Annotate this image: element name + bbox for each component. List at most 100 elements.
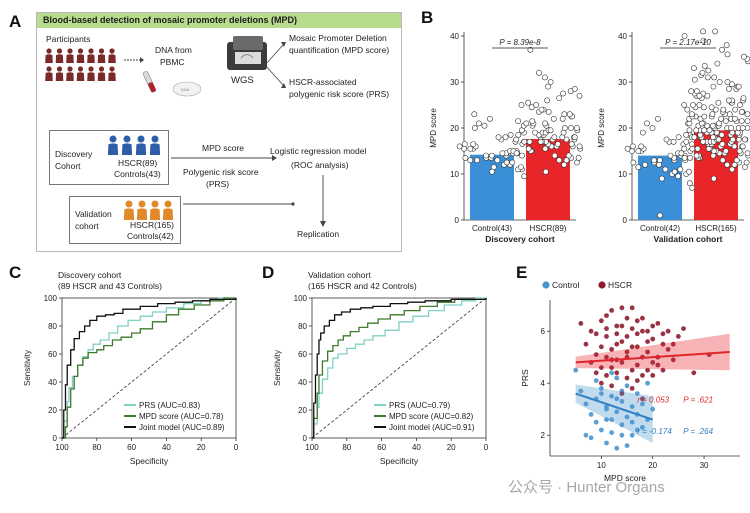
data-point [634, 378, 640, 383]
data-point [635, 148, 642, 154]
data-point [725, 97, 732, 104]
data-point [640, 315, 645, 321]
trend-line [575, 392, 654, 421]
y-tick-label: 40 [450, 32, 459, 41]
data-point [609, 365, 615, 370]
participants-label: Participants [46, 34, 91, 44]
data-point [731, 161, 738, 168]
data-point [681, 326, 686, 331]
roc-curve [62, 298, 237, 439]
data-point [598, 318, 604, 324]
data-point [739, 143, 746, 150]
data-point [683, 132, 690, 138]
data-point [483, 152, 489, 159]
person-body [97, 72, 106, 81]
data-point [688, 111, 695, 118]
data-point [467, 157, 474, 164]
data-point [660, 331, 666, 337]
discovery-controls: Controls(43) [114, 169, 161, 179]
person-head [125, 200, 133, 208]
data-point [650, 360, 656, 365]
x-tick-label: 80 [342, 443, 351, 452]
data-point [738, 118, 745, 124]
data-point [515, 118, 522, 124]
arrow-icon [124, 57, 144, 63]
data-point [739, 125, 746, 131]
data-point [686, 180, 693, 187]
data-point [525, 99, 532, 106]
y-tick-label: 20 [48, 406, 57, 415]
data-point [619, 391, 625, 396]
validation-cohort-box: Validation cohort HSCR(165) Controls(42) [69, 196, 181, 244]
data-point [711, 74, 718, 81]
data-point [562, 125, 568, 131]
p-value-label: P = 8.39e-8 [499, 38, 541, 47]
y-axis-label: Sensitivity [23, 350, 32, 386]
data-point [474, 157, 480, 164]
y-axis-label: Sensitivity [273, 350, 282, 386]
data-point [614, 375, 620, 381]
data-point [678, 150, 685, 157]
person-head [151, 135, 159, 143]
data-point [536, 69, 542, 76]
data-point [619, 339, 625, 344]
x-tick-label: 10 [597, 461, 606, 470]
roc-curve [312, 298, 487, 439]
data-point [502, 134, 509, 141]
data-point [528, 104, 535, 111]
plot-frame [311, 297, 487, 439]
data-point [694, 145, 701, 152]
data-point [614, 341, 620, 347]
data-point [588, 328, 594, 334]
person-head [46, 66, 52, 72]
data-point [604, 417, 609, 422]
data-point [630, 159, 637, 166]
y-tick-label: 30 [618, 78, 627, 87]
person-head [98, 48, 105, 54]
data-point [665, 347, 671, 352]
data-point [542, 74, 548, 81]
data-point [744, 118, 750, 124]
person-body [149, 143, 161, 155]
panel-a-title: Blood-based detection of mosaic promoter… [37, 13, 401, 28]
data-point [691, 134, 698, 141]
data-point [700, 28, 706, 35]
data-point [737, 102, 743, 108]
y-tick-label: 0 [623, 216, 628, 225]
data-point [521, 173, 528, 180]
data-point [629, 326, 635, 331]
y-tick-label: 100 [294, 294, 308, 303]
data-point [667, 152, 674, 159]
data-point [729, 81, 735, 88]
data-point [598, 380, 604, 386]
person-head [77, 66, 84, 72]
person-head [88, 48, 94, 54]
y-tick-label: 2 [541, 431, 546, 440]
data-point [545, 109, 552, 115]
data-point [550, 115, 557, 122]
data-point [583, 341, 589, 347]
panel-letter-e: E [516, 263, 528, 282]
data-point [650, 323, 656, 329]
confidence-band [575, 333, 730, 371]
data-point [650, 406, 656, 412]
data-point [609, 383, 615, 389]
chart-b-validation: 0 10 20 30 40 MPD score Control(42) HSCR(165)Va… [597, 28, 750, 244]
data-point [573, 367, 579, 373]
legend-label: MPD score (AUC=0.78) [139, 412, 224, 421]
validation-label-line1: Validation [75, 209, 112, 219]
data-point [481, 122, 488, 129]
data-point [634, 344, 640, 350]
data-point [526, 138, 533, 145]
y-tick-label: 30 [450, 78, 459, 87]
person-head [109, 135, 117, 143]
data-point [735, 83, 742, 90]
data-point [733, 157, 740, 164]
y-tick-label: 20 [618, 124, 627, 133]
data-point [593, 331, 599, 337]
x-tick-label: 30 [700, 461, 709, 470]
x-tick-label: 20 [648, 461, 657, 470]
data-point [461, 141, 468, 147]
data-point [689, 145, 696, 152]
person-body [45, 72, 53, 81]
